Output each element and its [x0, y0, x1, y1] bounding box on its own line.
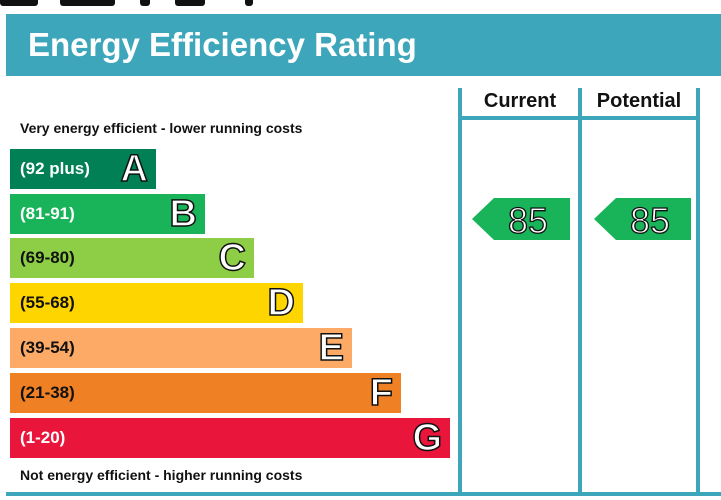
band-d: (55-68) D [10, 282, 303, 324]
column-header-potential: Potential [596, 90, 682, 112]
divider-middle [578, 88, 582, 494]
band-f-letter: F [369, 372, 394, 414]
potential-rating-arrow [594, 198, 691, 240]
bottom-rule [6, 492, 721, 496]
band-e: (39-54) E [10, 327, 352, 369]
band-b-letter: B [169, 193, 198, 235]
caption-bottom: Not energy efficient - higher running co… [20, 467, 303, 483]
band-c-letter: C [218, 237, 247, 279]
band-c-range: (69-80) [20, 248, 75, 267]
chart-title: Energy Efficiency Rating [6, 14, 721, 76]
band-c: (69-80) C [10, 237, 254, 279]
potential-rating-value: 85 [630, 200, 670, 241]
band-f-range: (21-38) [20, 383, 75, 402]
band-d-range: (55-68) [20, 293, 75, 312]
band-a: (92 plus) A [10, 148, 156, 190]
band-g-range: (1-20) [20, 428, 66, 447]
divider-left [458, 88, 462, 494]
top-cropped-strip [0, 0, 721, 8]
band-d-letter: D [267, 282, 296, 324]
caption-top: Very energy efficient - lower running co… [20, 120, 303, 136]
band-f: (21-38) F [10, 372, 401, 414]
band-g-letter: G [412, 417, 443, 459]
current-rating-arrow [472, 198, 570, 240]
band-b: (81-91) B [10, 193, 205, 235]
band-b-range: (81-91) [20, 204, 75, 223]
band-e-range: (39-54) [20, 338, 75, 357]
band-a-letter: A [120, 148, 149, 190]
current-rating-value: 85 [508, 200, 548, 241]
divider-right [696, 88, 700, 494]
column-header-current: Current [483, 90, 557, 112]
band-a-range: (92 plus) [20, 159, 90, 178]
header-rule [458, 116, 700, 120]
band-g: (1-20) G [10, 417, 450, 459]
band-e-letter: E [318, 327, 345, 369]
